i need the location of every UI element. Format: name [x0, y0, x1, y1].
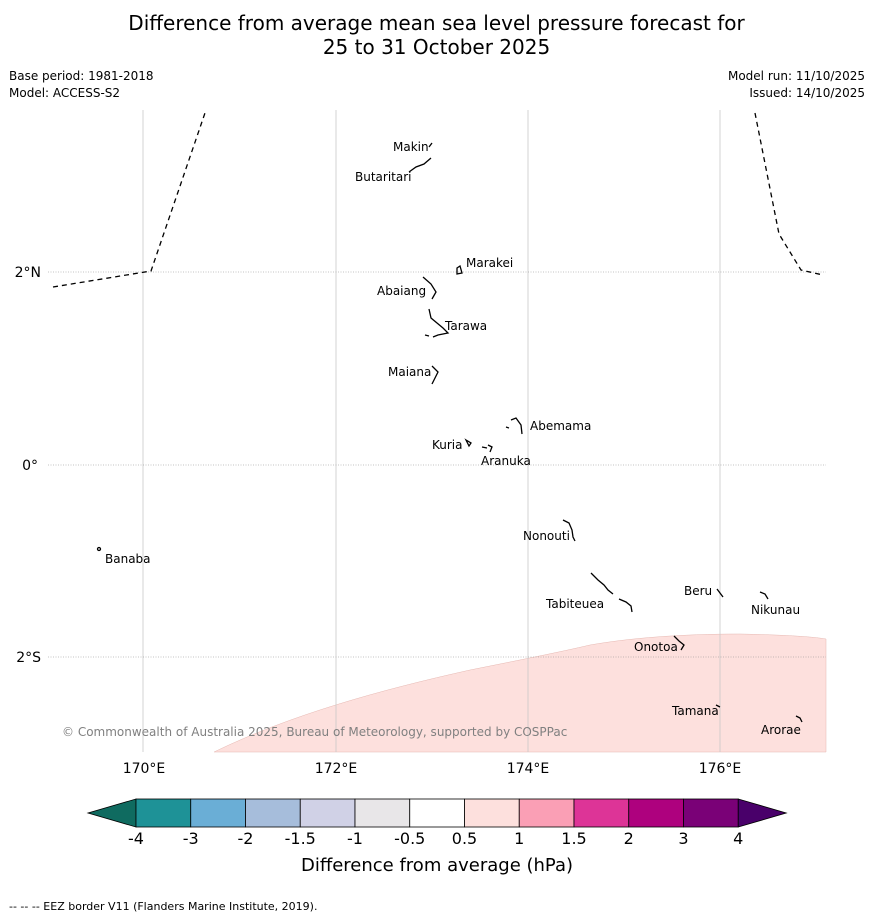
island-label: Makin — [393, 140, 429, 154]
colorbar-segment — [464, 798, 520, 828]
colorbar-extend-high — [737, 798, 788, 828]
latitude-tick-labels: 2°N 0° 2°S — [15, 265, 42, 666]
island-label: Aranuka — [481, 454, 531, 468]
base-period: Base period: 1981-2018 — [9, 69, 154, 83]
colorbar-tick-label: 3 — [678, 829, 688, 848]
lon-tick-label: 174°E — [507, 761, 550, 777]
longitude-tick-labels: 170°E 172°E 174°E 176°E — [123, 761, 742, 777]
island-outlines — [96, 142, 803, 723]
colorbar-tick-label: -3 — [183, 829, 199, 848]
island-label: Tamana — [671, 704, 719, 718]
colorbar-labels: -4 -3 -2 -1.5 -1 -0.5 0.5 1 1.5 2 3 4 — [128, 829, 743, 848]
colorbar-tick-label: -1 — [347, 829, 363, 848]
parallel-gridlines — [48, 271, 826, 658]
lat-tick-label: 0° — [22, 458, 38, 474]
island-label: Kuria — [432, 438, 463, 452]
island-marakei — [456, 264, 463, 275]
island-maiana — [431, 365, 439, 385]
anomaly-region-0-5-to-1 — [213, 633, 827, 753]
colorbar-segment — [135, 798, 192, 828]
colorbar-segment — [518, 798, 575, 828]
island-label: Butaritari — [355, 170, 412, 184]
colorbar-segment — [683, 798, 739, 828]
title-line-2: 25 to 31 October 2025 — [322, 35, 551, 59]
colorbar-tick-label: 4 — [733, 829, 743, 848]
colorbar-tick-label: -1.5 — [285, 829, 316, 848]
meta-left: Base period: 1981-2018 Model: ACCESS-S2 — [9, 68, 154, 102]
island-aranuka — [481, 444, 493, 453]
island-nikunau — [759, 591, 769, 600]
island-makin — [428, 142, 433, 148]
island-tamana — [715, 704, 721, 708]
colorbar-tick-label: 1 — [514, 829, 524, 848]
meta-right: Model run: 11/10/2025 Issued: 14/10/2025 — [728, 68, 865, 102]
island-abaiang — [422, 276, 437, 300]
colorbar-extend-low — [86, 798, 137, 828]
colorbar-tick-label: 1.5 — [561, 829, 586, 848]
island-label: Abaiang — [377, 284, 426, 298]
island-labels: Makin Butaritari Marakei Abaiang Tarawa … — [105, 140, 801, 737]
colorbar-segment — [573, 798, 630, 828]
lon-tick-label: 172°E — [315, 761, 358, 777]
meridian-gridlines — [142, 110, 721, 752]
map-title: Difference from average mean sea level p… — [0, 11, 873, 59]
island-label: Nonouti — [523, 529, 570, 543]
lat-tick-label: 2°S — [16, 650, 41, 666]
colorbar-tick-label: -0.5 — [394, 829, 425, 848]
island-label: Arorae — [761, 723, 801, 737]
colorbar-segment — [628, 798, 684, 828]
colorbar-title: Difference from average (hPa) — [301, 855, 573, 876]
island-label: Banaba — [105, 552, 151, 566]
colorbar-segment — [245, 798, 301, 828]
island-kuria — [464, 438, 472, 448]
colorbar-segment — [354, 798, 411, 828]
lon-tick-label: 176°E — [699, 761, 742, 777]
island-label: Abemama — [530, 419, 591, 433]
title-line-1: Difference from average mean sea level p… — [128, 11, 745, 35]
island-label: Onotoa — [634, 640, 678, 654]
colorbar-segment — [299, 798, 356, 828]
model-run: Model run: 11/10/2025 — [727, 69, 865, 83]
island-beru — [716, 588, 724, 598]
island-label: Nikunau — [751, 603, 800, 617]
copyright-text: © Commonwealth of Australia 2025, Bureau… — [62, 725, 567, 739]
island-abemama — [505, 417, 523, 435]
colorbar-tick-label: -2 — [238, 829, 254, 848]
colorbar-segment — [409, 798, 465, 828]
lat-tick-label: 2°N — [15, 265, 41, 281]
island-onotoa — [673, 635, 685, 651]
eez-border — [52, 109, 824, 288]
issued-date: Issued: 14/10/2025 — [749, 86, 865, 100]
island-label: Marakei — [466, 256, 513, 270]
colorbar — [86, 798, 788, 828]
eez-legend-footer: -- -- -- EEZ border V11 (Flanders Marine… — [9, 900, 318, 913]
island-label: Tarawa — [444, 319, 487, 333]
island-butaritari — [408, 157, 432, 173]
island-label: Tabiteuea — [545, 597, 604, 611]
colorbar-tick-label: 0.5 — [452, 829, 477, 848]
island-banaba — [96, 546, 102, 552]
lon-tick-label: 170°E — [123, 761, 166, 777]
island-tabiteuea — [590, 572, 633, 613]
island-nonouti — [562, 519, 576, 542]
island-arorae — [795, 715, 803, 723]
model-name: Model: ACCESS-S2 — [9, 86, 121, 100]
colorbar-tick-label: -4 — [128, 829, 144, 848]
island-label: Maiana — [388, 365, 431, 379]
island-tarawa-west — [424, 334, 430, 337]
island-label: Beru — [684, 584, 712, 598]
colorbar-tick-label: 2 — [624, 829, 634, 848]
colorbar-segment — [190, 798, 246, 828]
island-tarawa — [428, 308, 450, 338]
